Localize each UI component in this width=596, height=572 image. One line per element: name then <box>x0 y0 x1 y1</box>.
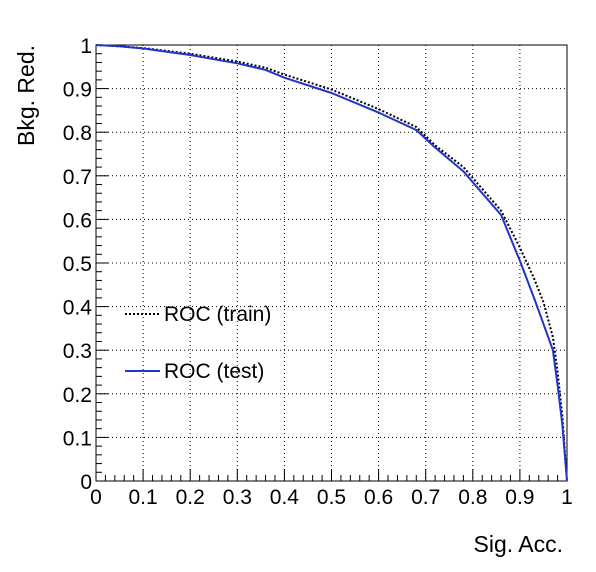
x-tick-label: 0.9 <box>505 486 534 509</box>
y-tick-label: 1 <box>80 35 92 58</box>
x-tick-label: 0.8 <box>458 486 487 509</box>
y-tick-labels: 0 0.1 0.2 0.3 0.4 0.5 0.6 0.7 0.8 0.9 1 <box>63 35 93 494</box>
x-tick-label: 0.4 <box>270 486 300 509</box>
x-tick-label: 0.6 <box>364 486 393 509</box>
y-tick-label: 0.4 <box>63 297 93 320</box>
y-axis-title: Bkg. Red. <box>13 45 39 146</box>
x-axis-title: Sig. Acc. <box>474 531 563 557</box>
x-tick-label: 0.5 <box>317 486 346 509</box>
x-tick-label: 0.2 <box>176 486 205 509</box>
series-line-test <box>95 44 568 482</box>
y-tick-label: 0.6 <box>63 209 92 232</box>
y-tick-label: 0.8 <box>63 122 92 145</box>
y-tick-label: 0.1 <box>63 427 92 450</box>
y-tick-label: 0.3 <box>63 340 92 363</box>
x-tick-label: 1 <box>561 486 573 509</box>
series-lines <box>95 44 568 482</box>
legend: ROC (train) ROC (test) <box>125 303 271 383</box>
legend-label-train: ROC (train) <box>164 303 271 326</box>
x-tick-label: 0.3 <box>223 486 252 509</box>
x-tick-label: 0 <box>90 486 102 509</box>
y-tick-label: 0.7 <box>63 166 92 189</box>
grid <box>96 45 567 481</box>
x-tick-label: 0.7 <box>411 486 440 509</box>
y-tick-label: 0 <box>80 471 92 494</box>
y-tick-label: 0.2 <box>63 384 92 407</box>
legend-label-test: ROC (test) <box>164 360 264 383</box>
y-tick-label: 0.5 <box>63 253 92 276</box>
x-tick-labels: 0 0.1 0.2 0.3 0.4 0.5 0.6 0.7 0.8 0.9 1 <box>90 486 573 509</box>
y-tick-label: 0.9 <box>63 79 92 102</box>
axis-ticks <box>95 44 568 482</box>
x-tick-label: 0.1 <box>128 486 157 509</box>
